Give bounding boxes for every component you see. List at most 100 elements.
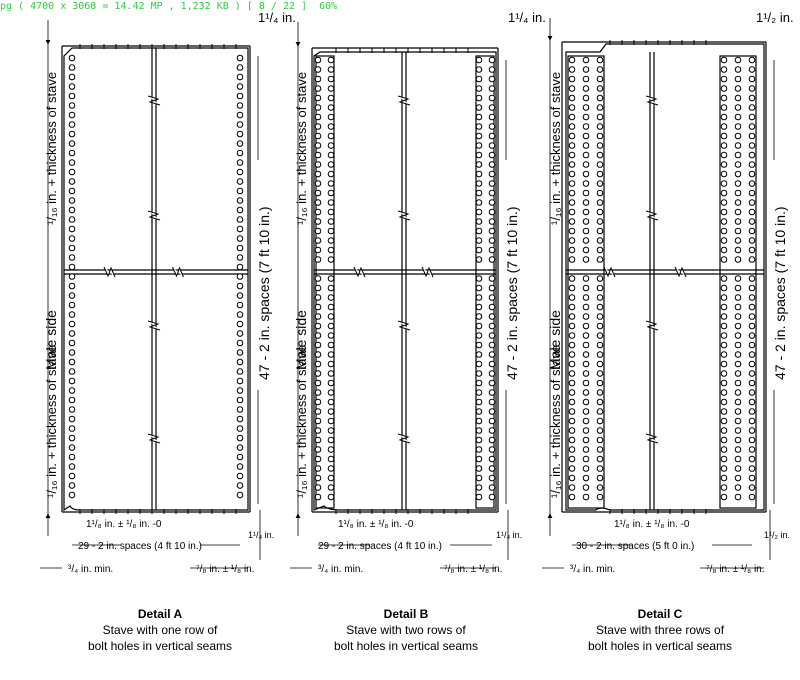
bolt-hole xyxy=(475,360,483,368)
bolt-hole xyxy=(314,465,322,472)
bolt-hole xyxy=(734,218,742,225)
bolt-hole xyxy=(596,493,604,501)
break-mark xyxy=(147,95,161,106)
bolt-hole xyxy=(734,56,742,64)
bolt-hole xyxy=(327,132,335,140)
bolt-hole xyxy=(327,436,335,444)
bolt-hole xyxy=(720,417,728,425)
bolt-hole xyxy=(475,199,483,206)
bolt-hole xyxy=(720,389,728,396)
bolt-hole xyxy=(748,218,756,225)
bolt-hole xyxy=(327,123,335,130)
bolt-hole xyxy=(68,178,76,185)
bolt-hole xyxy=(734,75,742,83)
bolt-hole xyxy=(568,256,576,263)
bolt-hole xyxy=(734,389,742,396)
horiz-spaces-a: 29 - 2 in. spaces (4 ft 10 in.) xyxy=(78,541,202,552)
bolt-hole xyxy=(327,56,335,64)
bolt-hole xyxy=(734,66,742,73)
bolt-hole xyxy=(748,370,756,377)
bolt-hole xyxy=(236,178,244,185)
thickness-lower-a: ¹/₁₆ in. + thickness of stave xyxy=(44,345,59,498)
bolt-hole xyxy=(568,360,576,368)
bolt-hole xyxy=(748,436,756,444)
bolt-hole xyxy=(475,56,483,64)
bolt-hole xyxy=(475,294,483,301)
bolt-hole xyxy=(748,303,756,311)
bolt-hole xyxy=(568,446,576,453)
bolt-hole xyxy=(568,303,576,311)
bolt-hole xyxy=(568,66,576,73)
bolt-hole xyxy=(582,275,590,282)
bolt-hole xyxy=(236,330,244,337)
left-min-b: ³/₄ in. min. xyxy=(318,564,363,575)
bolt-hole xyxy=(236,273,244,280)
bolt-hole xyxy=(314,398,322,406)
bolt-hole xyxy=(748,446,756,453)
bolt-hole xyxy=(748,474,756,482)
bolt-hole xyxy=(596,455,604,463)
break-mark xyxy=(397,210,411,221)
bolt-hole xyxy=(720,189,728,197)
bolt-hole xyxy=(568,56,576,64)
bolt-hole xyxy=(596,161,604,168)
bolt-hole xyxy=(475,180,483,187)
bolt-hole xyxy=(68,92,76,100)
bolt-hole xyxy=(734,104,742,111)
bolt-hole xyxy=(734,85,742,92)
bolt-hole xyxy=(488,208,496,216)
bolt-hole xyxy=(596,113,604,121)
bolt-hole xyxy=(720,199,728,206)
bolt-hole xyxy=(327,332,335,339)
bolt-hole xyxy=(568,389,576,396)
bolt-hole xyxy=(488,436,496,444)
bolt-hole xyxy=(314,408,322,415)
bolt-hole xyxy=(568,151,576,159)
bolt-hole xyxy=(236,339,244,347)
bolt-hole xyxy=(488,199,496,206)
bolt-hole xyxy=(488,142,496,149)
bolt-hole xyxy=(68,168,76,176)
bolt-hole xyxy=(327,474,335,482)
bolt-hole xyxy=(748,94,756,102)
bolt-hole xyxy=(327,284,335,292)
bolt-hole xyxy=(68,377,76,385)
caption-title-c: Detail C xyxy=(637,607,683,621)
bolt-hole xyxy=(582,123,590,130)
bolt-hole xyxy=(314,303,322,311)
vert-spaces-b: 47 - 2 in. spaces (7 ft 10 in.) xyxy=(504,206,520,380)
break-mark xyxy=(353,266,366,278)
bolt-hole xyxy=(488,189,496,197)
bolt-hole xyxy=(596,446,604,453)
bolt-hole xyxy=(596,227,604,235)
bolt-hole xyxy=(596,256,604,263)
seam-dim-c: 1¹/₈ in. ± ¹/₈ in. -0 xyxy=(614,519,690,530)
bolt-hole xyxy=(475,275,483,282)
right-dim-b: ⁷/₈ in. ± ¹/₈ in. xyxy=(444,564,503,575)
seam-ticks-a xyxy=(79,44,237,514)
bolt-hole xyxy=(568,341,576,349)
bolt-hole xyxy=(720,465,728,472)
bolt-hole xyxy=(327,189,335,197)
bolt-hole xyxy=(314,379,322,387)
bolt-hole xyxy=(68,73,76,81)
bolt-hole xyxy=(327,398,335,406)
caption-line1-a: Stave with one row of xyxy=(102,623,218,637)
bolt-hole xyxy=(720,256,728,263)
bolt-hole xyxy=(596,398,604,406)
bolt-hole xyxy=(582,75,590,83)
bolt-hole xyxy=(475,474,483,482)
left-min-a: ³/₄ in. min. xyxy=(68,564,113,575)
male-side-a: Male side xyxy=(43,310,59,370)
bolt-hole xyxy=(720,227,728,235)
bolt-hole xyxy=(314,332,322,339)
bolt-hole xyxy=(475,75,483,83)
bolt-hole xyxy=(236,64,244,71)
bolt-hole xyxy=(596,313,604,320)
bolt-hole xyxy=(488,94,496,102)
bolt-hole xyxy=(720,484,728,491)
bolt-hole xyxy=(488,351,496,358)
bolt-hole xyxy=(748,142,756,149)
bolt-hole xyxy=(488,237,496,244)
bolt-hole xyxy=(720,75,728,83)
